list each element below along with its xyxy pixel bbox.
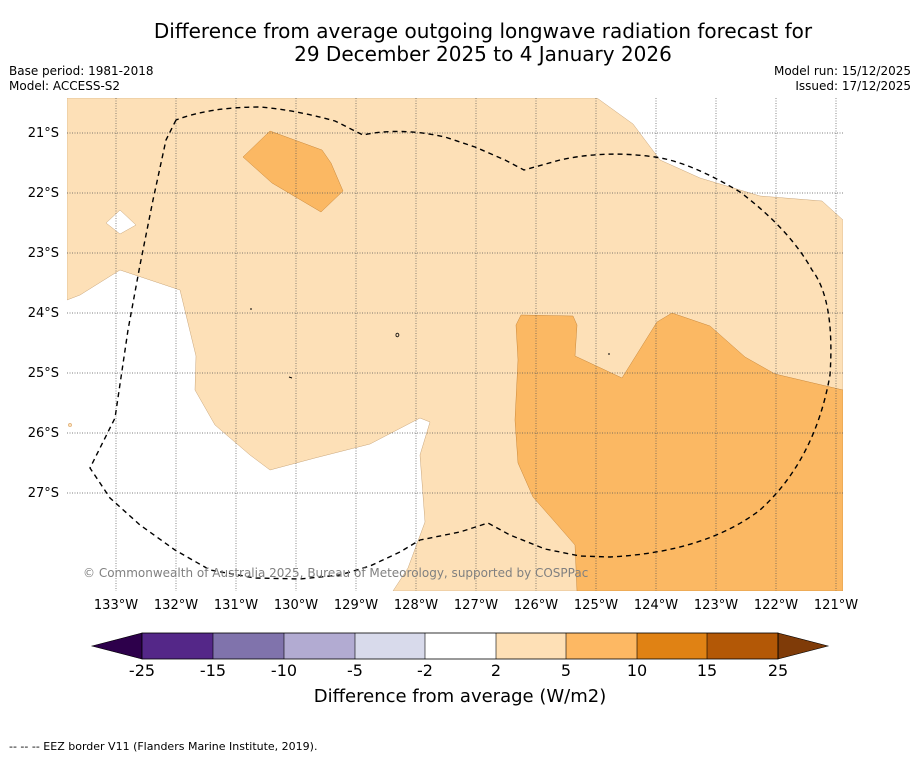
eez-legend-note: -- -- -- EEZ border V11 (Flanders Marine…: [9, 740, 318, 753]
lon-label: 133°W: [93, 598, 139, 613]
map-panel: [67, 98, 843, 591]
lon-label: 122°W: [753, 598, 799, 613]
island-marker: [288, 376, 293, 379]
colorbar-tick-label: -5: [347, 661, 363, 680]
lon-label: 128°W: [393, 598, 439, 613]
lat-label: 26°S: [27, 426, 59, 441]
colorbar-segment: [707, 633, 778, 659]
lat-label: 27°S: [27, 486, 59, 501]
lat-label: 23°S: [27, 246, 59, 261]
colorbar-extend-low: [90, 632, 143, 660]
model-name: Model: ACCESS-S2: [9, 79, 121, 93]
lon-label: 124°W: [633, 598, 679, 613]
colorbar-tick-label: -15: [199, 661, 227, 680]
colorbar-tick-label: 10: [626, 661, 648, 680]
lon-label: 129°W: [333, 598, 379, 613]
colorbar-frame: [141, 632, 779, 660]
copyright-notice: © Commonwealth of Australia 2025, Bureau…: [83, 566, 589, 580]
colorbar-segment: [142, 633, 213, 659]
model-run: Model run: 15/12/2025: [773, 64, 911, 78]
neutral-islet: [105, 209, 137, 235]
longitude-gridlines: [115, 98, 837, 591]
island-marker: [68, 423, 72, 427]
lon-label: 125°W: [573, 598, 619, 613]
lat-label: 21°S: [27, 126, 59, 141]
lat-label: 24°S: [27, 306, 59, 321]
colorbar-extend-high: [777, 632, 830, 660]
issued-date: Issued: 17/12/2025: [795, 79, 911, 93]
island-marker: [395, 332, 400, 338]
lon-label: 123°W: [693, 598, 739, 613]
colorbar: [90, 632, 830, 660]
colorbar-tick-label: 25: [767, 661, 789, 680]
colorbar-segment: [284, 633, 355, 659]
colorbar-segment: [637, 633, 707, 659]
colorbar-segment: [213, 633, 284, 659]
title-line-1: Difference from average outgoing longwav…: [153, 19, 813, 43]
eez-border: [89, 106, 832, 580]
anomaly-region-5-to-10-north: [242, 130, 344, 213]
colorbar-segment: [355, 633, 425, 659]
colorbar-tick-label: 2: [490, 661, 502, 680]
colorbar-segment: [496, 633, 566, 659]
colorbar-tick-label: 15: [696, 661, 718, 680]
lat-label: 25°S: [27, 366, 59, 381]
colorbar-tick-label: -25: [128, 661, 156, 680]
base-period: Base period: 1981-2018: [9, 64, 154, 78]
title-line-2: 29 December 2025 to 4 January 2026: [294, 42, 672, 66]
colorbar-label: Difference from average (W/m2): [313, 686, 607, 707]
colorbar-tick-label: -2: [417, 661, 433, 680]
colorbar-tick-label: 5: [560, 661, 572, 680]
lon-label: 126°W: [513, 598, 559, 613]
colorbar-segment: [425, 633, 496, 659]
anomaly-region-5-to-10-southeast: [514, 312, 843, 591]
colorbar-segment: [566, 633, 637, 659]
colorbar-tick-label: -10: [270, 661, 298, 680]
lon-label: 132°W: [153, 598, 199, 613]
lon-label: 127°W: [453, 598, 499, 613]
lat-label: 22°S: [27, 186, 59, 201]
lon-label: 131°W: [213, 598, 259, 613]
lon-label: 130°W: [273, 598, 319, 613]
lon-label: 121°W: [813, 598, 859, 613]
latitude-gridlines: [67, 132, 843, 494]
